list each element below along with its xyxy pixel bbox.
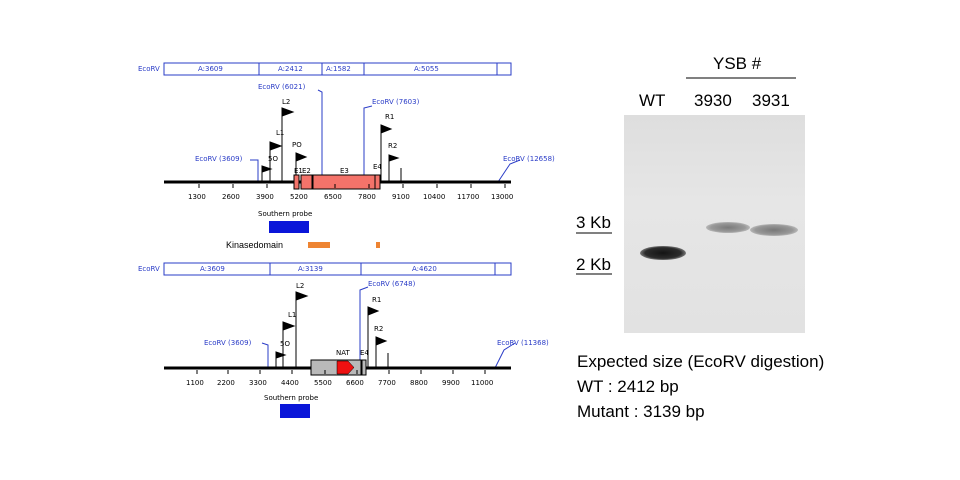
mut-scale-ticks (196, 370, 486, 374)
lane-label-wt: WT (639, 91, 666, 110)
expected-title: Expected size (EcoRV digestion) (577, 352, 825, 371)
mut-fragment-a1: A:3609 (200, 265, 225, 273)
wt-ecorv-site-label: EcoRV (3609) (195, 155, 243, 163)
mut-scale-label: 5500 (314, 379, 332, 387)
wt-scale-label: 3900 (256, 193, 274, 201)
wt-ecorv-site-label: EcoRV (6021) (258, 83, 306, 91)
mut-fragment-a3: A:4620 (412, 265, 437, 273)
gel-image (624, 115, 805, 333)
wt-primer-label: L2 (282, 98, 291, 106)
wt-scale-label: 1300 (188, 193, 206, 201)
mut-nat-arrow (336, 360, 355, 375)
mut-southern-probe-bar (280, 404, 310, 418)
lane-label-3931: 3931 (752, 91, 790, 110)
mut-scale-label: 4400 (281, 379, 299, 387)
wt-ecorv-leader (250, 159, 259, 182)
wt-ecorv-leader (363, 105, 373, 182)
band-wt (640, 246, 686, 260)
wt-ecorv-leader (497, 159, 521, 183)
expected-mutant: Mutant : 3139 bp (577, 402, 705, 421)
mut-primer-label: L1 (288, 311, 297, 319)
lane-label-3930: 3930 (694, 91, 732, 110)
mut-exon-e4 (361, 359, 367, 376)
mut-primer-label: L2 (296, 282, 305, 290)
wt-scale-label: 9100 (392, 193, 410, 201)
wt-scale-label: 7800 (358, 193, 376, 201)
wt-exon-e4 (374, 174, 381, 190)
mut-scale-label: 2200 (217, 379, 235, 387)
wt-scale-label: 6500 (324, 193, 342, 201)
mut-e4-label: E4 (360, 349, 369, 357)
band-3931 (750, 224, 798, 236)
wt-exon-label: E3 (340, 167, 349, 175)
mut-ecorv-leader (494, 342, 516, 369)
mut-scale-label: 8800 (410, 379, 428, 387)
wt-primer-label: R2 (388, 142, 398, 150)
mut-fragment-label: EcoRV (138, 265, 160, 273)
wt-scale-label: 5200 (290, 193, 308, 201)
wt-kinase-domain-bar (376, 242, 380, 248)
mut-scale-label: 1100 (186, 379, 204, 387)
wt-primer-label: PO (292, 141, 302, 149)
wt-fragment-bar (163, 62, 512, 76)
mut-primer-label: 5O (280, 340, 290, 348)
wt-exon-e3 (312, 174, 376, 190)
mut-ecorv-site-label: EcoRV (6748) (368, 280, 416, 288)
mut-ecorv-leader (359, 286, 369, 368)
mut-scale-label: 7700 (378, 379, 396, 387)
mut-scale-label: 9900 (442, 379, 460, 387)
mut-nat-label: NAT (336, 349, 350, 357)
wt-scale-ticks (198, 184, 506, 188)
wt-kinase-domain-bar (308, 242, 330, 248)
mut-ecorv-site-label: EcoRV (3609) (204, 339, 252, 347)
band-3930 (706, 222, 750, 233)
wt-scale-label: 13000 (491, 193, 514, 201)
mut-ecorv-site-label: EcoRV (11368) (497, 339, 549, 347)
wt-fragment-a2: A:2412 (278, 65, 303, 73)
mut-primer-label: R1 (372, 296, 382, 304)
wt-fragment-a1: A:3609 (198, 65, 223, 73)
mut-ecorv-leader (261, 342, 269, 368)
wt-fragment-label: EcoRV (138, 65, 160, 73)
wt-primer-label: L1 (276, 129, 285, 137)
wt-southern-probe-bar (269, 221, 309, 233)
wt-exon-label: E2 (302, 167, 311, 175)
expected-wt: WT : 2412 bp (577, 377, 679, 396)
gel-header: YSB # (713, 54, 762, 73)
wt-primer-label: 5O (268, 155, 278, 163)
wt-southern-probe-label: Southern probe (258, 210, 313, 218)
wt-exon-label: E4 (373, 163, 382, 171)
marker-3kb: 3 Kb (576, 213, 611, 232)
wt-ecorv-leader (317, 89, 323, 182)
wt-exon-label: E1 (294, 167, 303, 175)
mut-primer-flags (275, 291, 389, 368)
mut-scale-label: 3300 (249, 379, 267, 387)
mut-southern-probe-label: Southern probe (264, 394, 319, 402)
wt-primer-label: R1 (385, 113, 395, 121)
mut-fragment-bar (163, 262, 512, 276)
wt-scale-label: 10400 (423, 193, 446, 201)
mut-scale-label: 11000 (471, 379, 494, 387)
wt-scale-label: 2600 (222, 193, 240, 201)
wt-ecorv-site-label: EcoRV (12658) (503, 155, 555, 163)
wt-exon-e2 (300, 174, 313, 190)
mut-primer-label: R2 (374, 325, 384, 333)
mut-fragment-a2: A:3139 (298, 265, 323, 273)
wt-primer-flags (261, 107, 402, 182)
kinase-domain-label: Kinasedomain (226, 240, 284, 250)
wt-fragment-a3: A:1582 (326, 65, 351, 73)
mut-scale-label: 6600 (346, 379, 364, 387)
wt-fragment-a4: A:5055 (414, 65, 439, 73)
marker-2kb: 2 Kb (576, 255, 611, 274)
wt-ecorv-site-label: EcoRV (7603) (372, 98, 420, 106)
wt-exon-e1 (293, 174, 300, 190)
wt-scale-label: 11700 (457, 193, 480, 201)
